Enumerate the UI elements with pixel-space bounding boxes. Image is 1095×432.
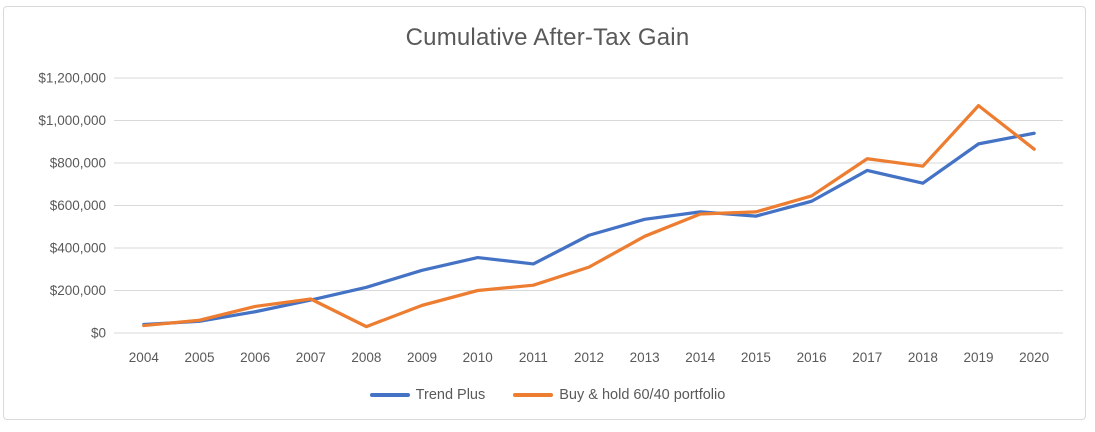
- chart-frame: [3, 6, 1086, 420]
- y-axis-tick-label: $200,000: [50, 283, 106, 298]
- x-axis-tick-label: 2011: [519, 350, 548, 365]
- x-axis-tick-label: 2007: [296, 350, 326, 365]
- legend-label: Trend Plus: [415, 387, 486, 403]
- legend: Trend Plus Buy & hold 60/40 portfolio: [0, 387, 1095, 403]
- x-axis-tick-label: 2008: [351, 350, 381, 365]
- x-axis-tick-label: 2014: [685, 350, 716, 365]
- legend-swatch-icon: [513, 393, 554, 397]
- x-axis-tick-label: 2013: [630, 350, 660, 365]
- legend-item-trend-plus: Trend Plus: [369, 387, 486, 403]
- y-axis-tick-label: $1,200,000: [38, 71, 106, 86]
- x-axis-tick-label: 2016: [797, 350, 827, 365]
- x-axis-tick-label: 2010: [463, 350, 493, 365]
- legend-item-buy-hold-60-40-portfolio: Buy & hold 60/40 portfolio: [513, 387, 725, 403]
- y-axis-tick-label: $400,000: [50, 241, 106, 256]
- x-axis-tick-label: 2020: [1019, 350, 1049, 365]
- legend-swatch-icon: [369, 393, 410, 397]
- x-axis-tick-label: 2009: [407, 350, 437, 365]
- series-line-trend-plus: [142, 131, 1036, 327]
- x-axis-tick-label: 2017: [852, 350, 882, 365]
- series-line-buy-hold-60-40-portfolio: [142, 104, 1036, 329]
- x-axis-tick-label: 2019: [964, 350, 994, 365]
- x-axis-tick-label: 2006: [240, 350, 270, 365]
- x-axis-tick-label: 2012: [574, 350, 604, 365]
- x-axis-tick-label: 2005: [184, 350, 214, 365]
- legend-label: Buy & hold 60/40 portfolio: [559, 387, 726, 403]
- y-axis-tick-label: $600,000: [50, 198, 106, 213]
- y-axis-tick-label: $1,000,000: [38, 113, 106, 128]
- x-axis-tick-label: 2015: [741, 350, 771, 365]
- x-axis-tick-label: 2018: [908, 350, 938, 365]
- x-axis-tick-label: 2004: [129, 350, 160, 365]
- chart-title: Cumulative After-Tax Gain: [405, 24, 690, 51]
- y-axis-tick-label: $800,000: [50, 156, 106, 171]
- y-axis-tick-label: $0: [91, 326, 106, 341]
